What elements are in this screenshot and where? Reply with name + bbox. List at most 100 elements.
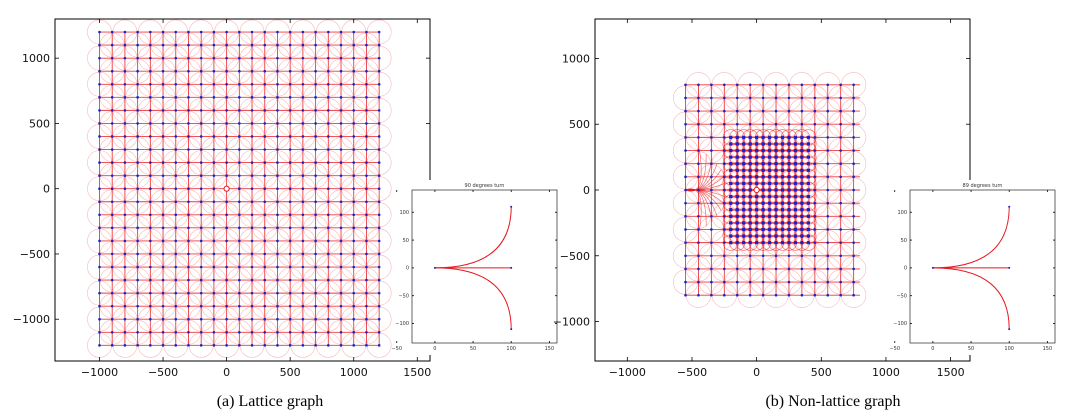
graph-node (377, 330, 381, 334)
graph-node (123, 43, 127, 47)
graph-node (136, 239, 139, 243)
graph-node (787, 241, 791, 244)
graph-node (761, 162, 765, 165)
graph-node (774, 168, 778, 173)
graph-node (263, 317, 267, 321)
graph-node (199, 69, 203, 73)
graph-node (767, 240, 772, 245)
graph-node (250, 317, 254, 321)
graph-node (787, 234, 791, 238)
graph-node (110, 82, 114, 86)
graph-node (314, 330, 317, 334)
graph-node (684, 162, 687, 165)
graph-node (187, 135, 190, 138)
graph-node (174, 82, 178, 86)
graph-node (852, 215, 855, 218)
graph-node (187, 109, 190, 112)
graph-node (826, 254, 830, 258)
graph-node (199, 148, 203, 151)
graph-node (748, 207, 752, 212)
graph-node (212, 265, 216, 269)
graph-node (800, 155, 804, 159)
graph-node (98, 278, 101, 282)
graph-node (314, 174, 317, 177)
graph-node (339, 213, 343, 217)
y-tick-label: 50 (901, 238, 907, 244)
graph-node (187, 122, 190, 125)
graph-node (365, 252, 368, 256)
graph-node (761, 194, 765, 199)
graph-node (735, 122, 739, 126)
graph-node (301, 239, 305, 243)
graph-node (697, 293, 700, 297)
graph-node (250, 278, 254, 282)
graph-node (774, 207, 778, 212)
graph-node (787, 96, 791, 100)
graph-node (250, 148, 254, 151)
graph-node (136, 226, 139, 230)
graph-node (365, 148, 368, 151)
graph-node (327, 344, 330, 347)
graph-node (174, 30, 178, 34)
graph-node (800, 96, 804, 100)
graph-node (839, 149, 842, 152)
graph-node (697, 188, 700, 192)
y-tick-label: −100 (893, 321, 907, 327)
graph-node (225, 265, 228, 269)
graph-node (212, 82, 216, 86)
graph-node (199, 109, 203, 112)
graph-node (365, 96, 368, 99)
graph-node (365, 213, 368, 217)
graph-node (787, 175, 791, 179)
graph-node (250, 239, 254, 243)
graph-node (741, 188, 746, 192)
graph-node (149, 82, 152, 86)
graph-node (174, 148, 178, 151)
graph-node (161, 213, 165, 217)
graph-node (839, 136, 842, 139)
graph-node (780, 135, 785, 140)
graph-node (774, 109, 778, 113)
graph-node (365, 239, 368, 243)
graph-node (314, 135, 317, 138)
graph-node (250, 226, 254, 230)
graph-node (263, 265, 267, 269)
graph-node (174, 187, 178, 190)
graph-node (161, 226, 165, 230)
graph-node (365, 330, 368, 334)
graph-node (98, 30, 101, 34)
graph-node (735, 194, 740, 199)
graph-node (352, 30, 356, 34)
graph-node (123, 122, 127, 125)
x-tick-label: 100 (1004, 346, 1014, 352)
graph-node (123, 96, 127, 99)
graph-node (98, 291, 101, 295)
graph-node (212, 317, 216, 321)
graph-node (741, 227, 746, 232)
graph-node (187, 265, 190, 269)
graph-node (174, 265, 178, 269)
graph-node (748, 254, 752, 258)
graph-node (684, 254, 687, 258)
graph-node (365, 82, 368, 86)
graph-node (852, 149, 855, 152)
graph-node (754, 227, 759, 232)
graph-node (314, 226, 317, 230)
graph-node (793, 221, 798, 225)
graph-node (761, 207, 765, 212)
graph-node (710, 228, 713, 231)
graph-node (684, 228, 687, 231)
graph-node (839, 162, 842, 165)
graph-node (813, 267, 817, 271)
graph-node (787, 207, 791, 212)
fan-edge (685, 151, 702, 192)
graph-node (741, 155, 746, 159)
graph-node (110, 148, 114, 151)
graph-node (110, 344, 114, 347)
graph-node (748, 83, 752, 87)
graph-node (767, 234, 772, 238)
graph-node (174, 304, 178, 308)
graph-node (780, 214, 785, 219)
y-tick-label: −1000 (13, 313, 50, 326)
graph-node (136, 265, 139, 269)
